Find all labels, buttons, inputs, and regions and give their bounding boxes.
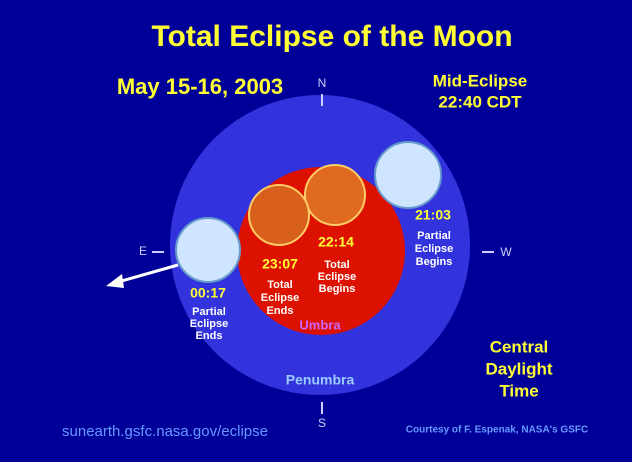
arrow-head [106, 274, 124, 288]
moon-total-end [248, 184, 310, 246]
event-label: Total [324, 259, 349, 271]
mid-eclipse-time: 22:40 CDT [438, 92, 522, 111]
south: S [318, 416, 326, 430]
title: Total Eclipse of the Moon [151, 20, 512, 53]
event-label: Eclipse [190, 318, 229, 330]
event-label: Begins [416, 256, 453, 268]
umbra-label: Umbra [299, 317, 341, 332]
event-time: 22:14 [318, 234, 354, 250]
event-label: Total [267, 279, 292, 291]
event-label: Partial [417, 230, 451, 242]
moon-partial-end [175, 217, 241, 283]
event-time: 23:07 [262, 256, 298, 272]
mid-eclipse-label: Mid-Eclipse [433, 71, 527, 90]
credit: Courtesy of F. Espenak, NASA's GSFC [406, 425, 588, 436]
event-label: Begins [319, 283, 356, 295]
date: May 15-16, 2003 [117, 74, 283, 99]
url: sunearth.gsfc.nasa.gov/eclipse [62, 423, 268, 440]
event-time: 00:17 [190, 285, 226, 301]
event-label: Partial [192, 306, 226, 318]
moon-partial-begin [374, 141, 442, 209]
west: W [500, 245, 512, 259]
east: E [139, 244, 147, 258]
time-zone: Daylight [485, 359, 552, 378]
penumbra-label: Penumbra [286, 372, 355, 388]
event-label: Eclipse [415, 243, 454, 255]
motion-arrow [117, 263, 179, 284]
event-label: Eclipse [261, 292, 300, 304]
north: N [318, 76, 327, 90]
event-time: 21:03 [415, 207, 451, 223]
time-zone: Central [490, 337, 549, 356]
event-label: Eclipse [318, 271, 357, 283]
event-label: Ends [267, 305, 294, 317]
moon-total-begin [304, 164, 366, 226]
time-zone: Time [499, 381, 538, 400]
event-label: Ends [196, 330, 223, 342]
